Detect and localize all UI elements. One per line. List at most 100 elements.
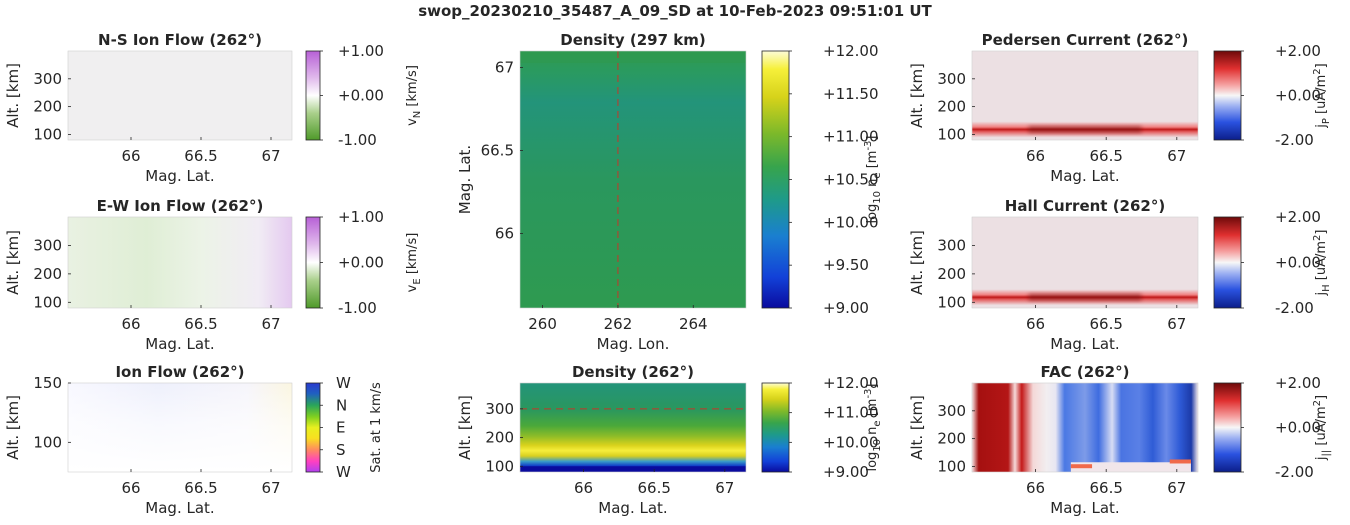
y-tick-label: 200 [485,429,514,447]
x-axis-label: Mag. Lat. [1050,335,1119,353]
x-tick-label: 260 [528,315,557,333]
axes-frame [971,216,1199,309]
y-tick-label: 100 [485,457,514,475]
panel-title: Density (262°) [572,363,694,381]
y-axis-label: Alt. [km] [4,63,22,128]
colorbar-tick-label: +10.00 [823,213,879,231]
y-tick-label: 67 [495,59,514,77]
x-tick-label: 67 [261,147,280,165]
heatmap-field [520,383,746,472]
x-tick-label: 67 [261,479,280,497]
colorbar-label-sub: P [1321,118,1332,124]
colorbar-tick-label: +9.00 [823,299,869,317]
colorbar-gradient [1213,216,1242,309]
heatmap-fade [68,383,292,472]
colorbar-label-end: ] [1314,230,1329,235]
colorbar-label-main: v [405,118,420,126]
colorbar-label-main: j [1314,124,1329,129]
fac-low-band [1070,462,1191,472]
x-tick-label: 66 [1026,147,1045,165]
current-band-core [1028,126,1142,133]
colorbar-label-unit: [km/s] [405,65,420,111]
figure-title: swop_20230210_35487_A_09_SD at 10-Feb-20… [418,2,932,20]
colorbar-tick-label: -2.00 [1275,463,1314,481]
y-tick-label: 100 [33,293,62,311]
x-axis-label: Mag. Lat. [1050,167,1119,185]
colorbar-label-unit: [uA/m [1314,406,1329,449]
colorbar-tick-label: -2.00 [1275,299,1314,317]
colorbar-tick-label: +0.00 [1275,254,1321,272]
x-tick-label: 66.5 [184,315,217,333]
x-axis-label: Mag. Lat. [145,499,214,517]
colorbar-label-unit: [m [865,399,880,421]
panel-title: FAC (262°) [1041,363,1130,381]
colorbar-label-mid: n [865,427,880,439]
colorbar-gradient [761,382,790,473]
y-axis-label: Alt. [km] [908,230,926,295]
fac-low-mark [1169,459,1191,464]
panel-density-profile: Density (262°) 66 66.5 67 Mag. Lat. 100 200 300… [456,363,883,517]
colorbar-label-sub: E [412,278,423,284]
colorbar-gradient [1213,382,1242,473]
heatmap-field [68,51,292,140]
panel-density-map: Density (297 km) 260 262 264 Mag. Lon. 66 66.5… [456,31,883,353]
x-tick-label: 67 [715,479,734,497]
colorbar-tick-label: +9.50 [823,256,869,274]
heatmap-field [520,51,746,308]
x-axis-label: Mag. Lat. [145,335,214,353]
y-axis-label: Alt. [km] [908,63,926,128]
colorbar-label: vN [km/s] [405,65,423,126]
colorbar-label: jH [uA/m2] [1312,230,1332,297]
panel-title: Density (297 km) [560,31,705,49]
x-tick-label: 66 [1026,479,1045,497]
colorbar-label-sup: 2 [1312,68,1323,74]
x-tick-label: 66 [121,315,140,333]
y-tick-label: 300 [33,70,62,88]
x-tick-label: 66.5 [1089,147,1122,165]
heatmap-top-band [520,51,746,63]
colorbar-tick-label: +10.00 [823,433,879,451]
x-tick-label: 66.5 [637,479,670,497]
colorbar-tick-label: +11.00 [823,128,879,146]
y-axis-label: Alt. [km] [908,395,926,460]
density-low-band [520,466,746,472]
colorbar-label-unit: [uA/m [1314,241,1329,284]
panel-ion-flow: Ion Flow (262°) 66 66.5 67 Mag. Lat. 100 150 Al… [4,363,384,517]
colorbar-label: jP [uA/m2] [1312,63,1332,129]
x-tick-label: 264 [679,315,708,333]
colorbar: +12.00 +11.50 +11.00 +10.50 +10.00 +9.50 +9.00… [761,42,883,317]
colorbar-label-sup: 2 [1312,235,1323,241]
colorbar-gradient [305,382,321,473]
x-tick-label: 66 [121,479,140,497]
y-tick-label: 300 [937,70,966,88]
colorbar-tick-label: +2.00 [1275,42,1321,60]
y-tick-label: 200 [33,265,62,283]
x-tick-label: 66 [574,479,593,497]
colorbar: +1.00 +0.00 -1.00 vE [km/s] [305,208,423,317]
axes-frame [519,382,747,473]
y-tick-label: 300 [485,400,514,418]
colorbar-tick-label: +0.00 [1275,419,1321,437]
axes-frame [971,50,1199,141]
colorbar-label-end: ] [865,135,880,140]
colorbar-tick-label: +0.00 [1275,87,1321,105]
x-tick-label: 67 [1167,147,1186,165]
y-axis-label: Alt. [km] [4,230,22,295]
axes-frame [519,50,747,309]
colorbar-label-sub: N [412,111,423,118]
colorbar-label-end: ] [1314,395,1329,400]
colorbar-label: Sat. at 1 km/s [369,382,384,473]
colorbar-tick-label: +9.00 [823,463,869,481]
x-tick-label: 66 [121,147,140,165]
y-tick-label: 200 [937,430,966,448]
x-axis-label: Mag. Lat. [1050,499,1119,517]
colorbar-label-mid: n [865,179,880,191]
colorbar-label-sub: H [1321,284,1332,292]
colorbar-gradient [305,50,321,141]
colorbar-label-sub: 10 [872,191,883,204]
colorbar-tick-label: +10.50 [823,171,879,189]
